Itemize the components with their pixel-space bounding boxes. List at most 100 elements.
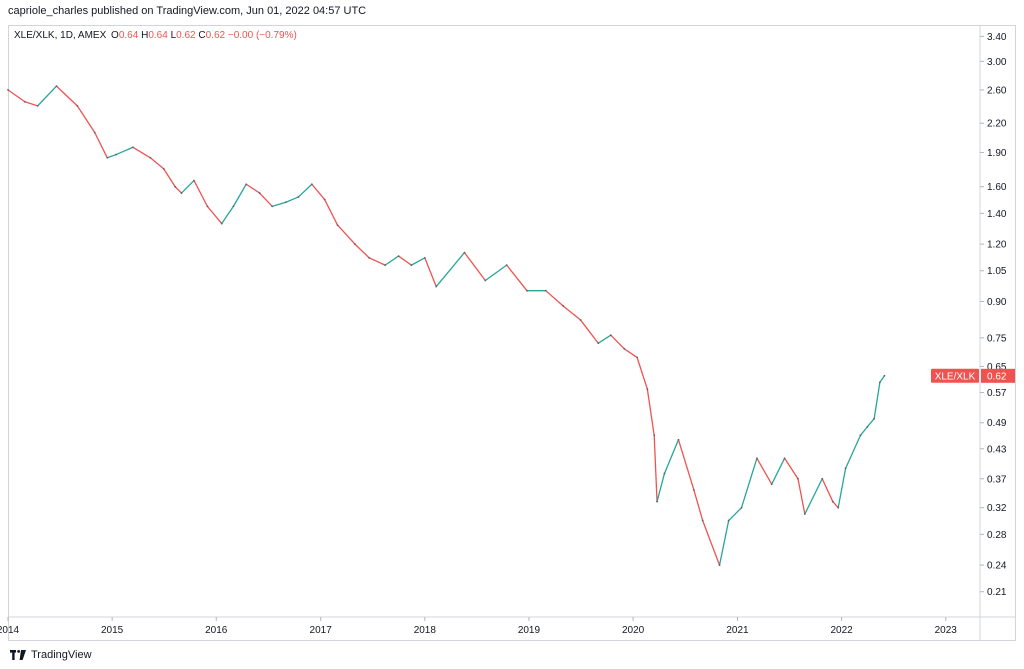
legend-open-value: 0.64 — [118, 30, 139, 41]
price-point — [837, 506, 840, 509]
price-point — [132, 146, 134, 149]
price-point — [579, 319, 582, 321]
y-tick-label: 1.90 — [987, 148, 1007, 159]
price-point — [149, 156, 152, 159]
price-point — [597, 342, 600, 345]
price-segment — [193, 179, 209, 208]
symbol-legend: XLE/XLK, 1D, AMEX O0.64 H0.64 L0.62 C0.6… — [14, 30, 297, 41]
price-segment — [653, 434, 658, 503]
price-segment — [115, 146, 134, 156]
price-segment — [718, 519, 730, 566]
price-point — [245, 183, 248, 186]
price-segment — [285, 196, 300, 203]
price-point — [106, 156, 109, 159]
y-tick-label: 1.40 — [987, 209, 1007, 220]
price-point — [23, 100, 26, 103]
last-price-badge: XLE/XLK 0.62 — [931, 368, 1015, 383]
price-point — [505, 264, 508, 267]
price-segment — [55, 85, 78, 107]
price-point — [653, 434, 656, 437]
price-point — [463, 251, 466, 254]
price-point — [174, 185, 177, 188]
price-point — [310, 183, 313, 186]
legend-close-label: C — [198, 30, 206, 41]
price-segment — [368, 257, 386, 266]
price-segment — [562, 305, 582, 321]
price-point — [755, 457, 758, 460]
price-segment — [740, 457, 758, 509]
price-segment — [132, 146, 152, 159]
footer-brand[interactable]: TradingView — [31, 649, 92, 661]
legend-high-label: H — [141, 30, 149, 41]
price-segment — [756, 457, 773, 485]
legend-high-value: 0.64 — [148, 30, 168, 41]
legend-low-value: 0.62 — [176, 30, 196, 41]
legend-symbol[interactable]: XLE/XLK, 1D, AMEX — [14, 30, 107, 41]
legend-low-label: L — [170, 30, 177, 41]
price-point — [821, 477, 824, 480]
price-point — [740, 506, 743, 509]
price-segment — [866, 418, 875, 428]
price-segment — [7, 89, 26, 103]
price-segment — [873, 381, 881, 420]
price-point — [844, 467, 847, 470]
price-point — [544, 289, 547, 292]
x-tick-label: 2021 — [726, 625, 749, 636]
x-tick-label: 2023 — [935, 625, 958, 636]
y-tick-label: 2.60 — [987, 85, 1007, 96]
price-segment — [646, 388, 655, 436]
price-segment — [879, 375, 886, 383]
price-point — [609, 334, 612, 337]
price-series — [7, 85, 886, 566]
price-segment — [297, 183, 313, 198]
price-segment — [677, 439, 695, 491]
price-segment — [384, 255, 400, 266]
price-point — [284, 201, 287, 204]
chart-frame[interactable] — [8, 25, 1016, 641]
price-segment — [232, 183, 247, 208]
price-segment — [579, 319, 599, 344]
price-segment — [336, 224, 356, 245]
price-segment — [106, 153, 117, 159]
price-point — [410, 264, 413, 267]
last-price-badge-label: XLE/XLK — [935, 371, 976, 382]
price-point — [701, 519, 704, 522]
price-point — [7, 89, 9, 91]
x-tick-label: 2019 — [518, 625, 541, 636]
price-segment — [597, 334, 612, 344]
price-segment — [804, 478, 823, 515]
price-segment — [728, 507, 743, 522]
legend-change: −0.00 (−0.79%) — [227, 30, 297, 41]
x-axis: 2014 2015 2016 2017 2018 2019 2020 2021 2022 2023 — [0, 616, 1016, 636]
x-tick-label: 2016 — [205, 625, 228, 636]
y-tick-label: 0.32 — [987, 503, 1007, 514]
price-segment — [424, 257, 437, 288]
price-point — [232, 205, 235, 208]
price-segment — [174, 186, 183, 194]
price-point — [636, 356, 638, 359]
price-point — [220, 222, 223, 225]
price-segment — [94, 131, 108, 159]
price-segment — [311, 183, 326, 201]
price-point — [297, 196, 300, 198]
y-tick-label: 1.20 — [987, 240, 1007, 251]
x-tick-label: 2018 — [414, 625, 437, 636]
price-point — [271, 205, 274, 208]
price-segment — [656, 472, 666, 503]
price-point — [727, 519, 730, 522]
price-segment — [180, 179, 195, 194]
price-point — [258, 192, 261, 194]
price-segment — [545, 290, 564, 307]
price-point — [368, 256, 371, 259]
x-tick-label: 2020 — [622, 625, 645, 636]
footer-branding: TradingView — [10, 649, 92, 661]
price-segment — [258, 192, 273, 208]
publish-info: capriole_charles published on TradingVie… — [8, 5, 367, 17]
legend-close-value: 0.62 — [205, 30, 226, 41]
price-point — [718, 564, 721, 566]
price-point — [435, 285, 438, 288]
price-point — [883, 374, 886, 377]
last-price-value-bg — [981, 368, 1015, 383]
y-axis: 3.40 3.00 2.60 2.20 1.90 1.60 1.40 1.20 1.05 0.90… — [979, 25, 1007, 641]
